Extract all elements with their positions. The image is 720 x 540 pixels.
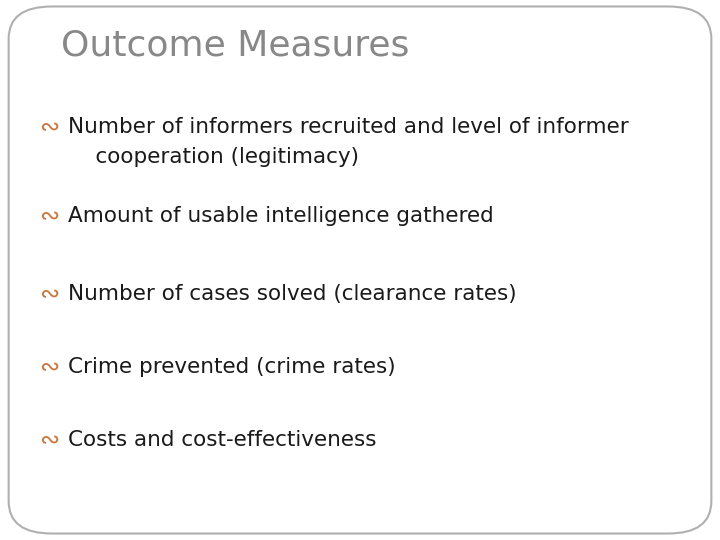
Text: ∾: ∾	[40, 115, 60, 139]
Text: Number of informers recruited and level of informer: Number of informers recruited and level …	[68, 117, 629, 137]
Text: ∾: ∾	[40, 282, 60, 306]
Text: Outcome Measures: Outcome Measures	[61, 29, 410, 63]
Text: ∾: ∾	[40, 355, 60, 379]
Text: Costs and cost-effectiveness: Costs and cost-effectiveness	[68, 430, 377, 450]
Text: Crime prevented (crime rates): Crime prevented (crime rates)	[68, 357, 396, 377]
Text: ∾: ∾	[40, 428, 60, 452]
Text: ∾: ∾	[40, 204, 60, 228]
Text: Number of cases solved (clearance rates): Number of cases solved (clearance rates)	[68, 284, 517, 305]
Text: cooperation (legitimacy): cooperation (legitimacy)	[68, 146, 359, 167]
Text: Amount of usable intelligence gathered: Amount of usable intelligence gathered	[68, 206, 494, 226]
